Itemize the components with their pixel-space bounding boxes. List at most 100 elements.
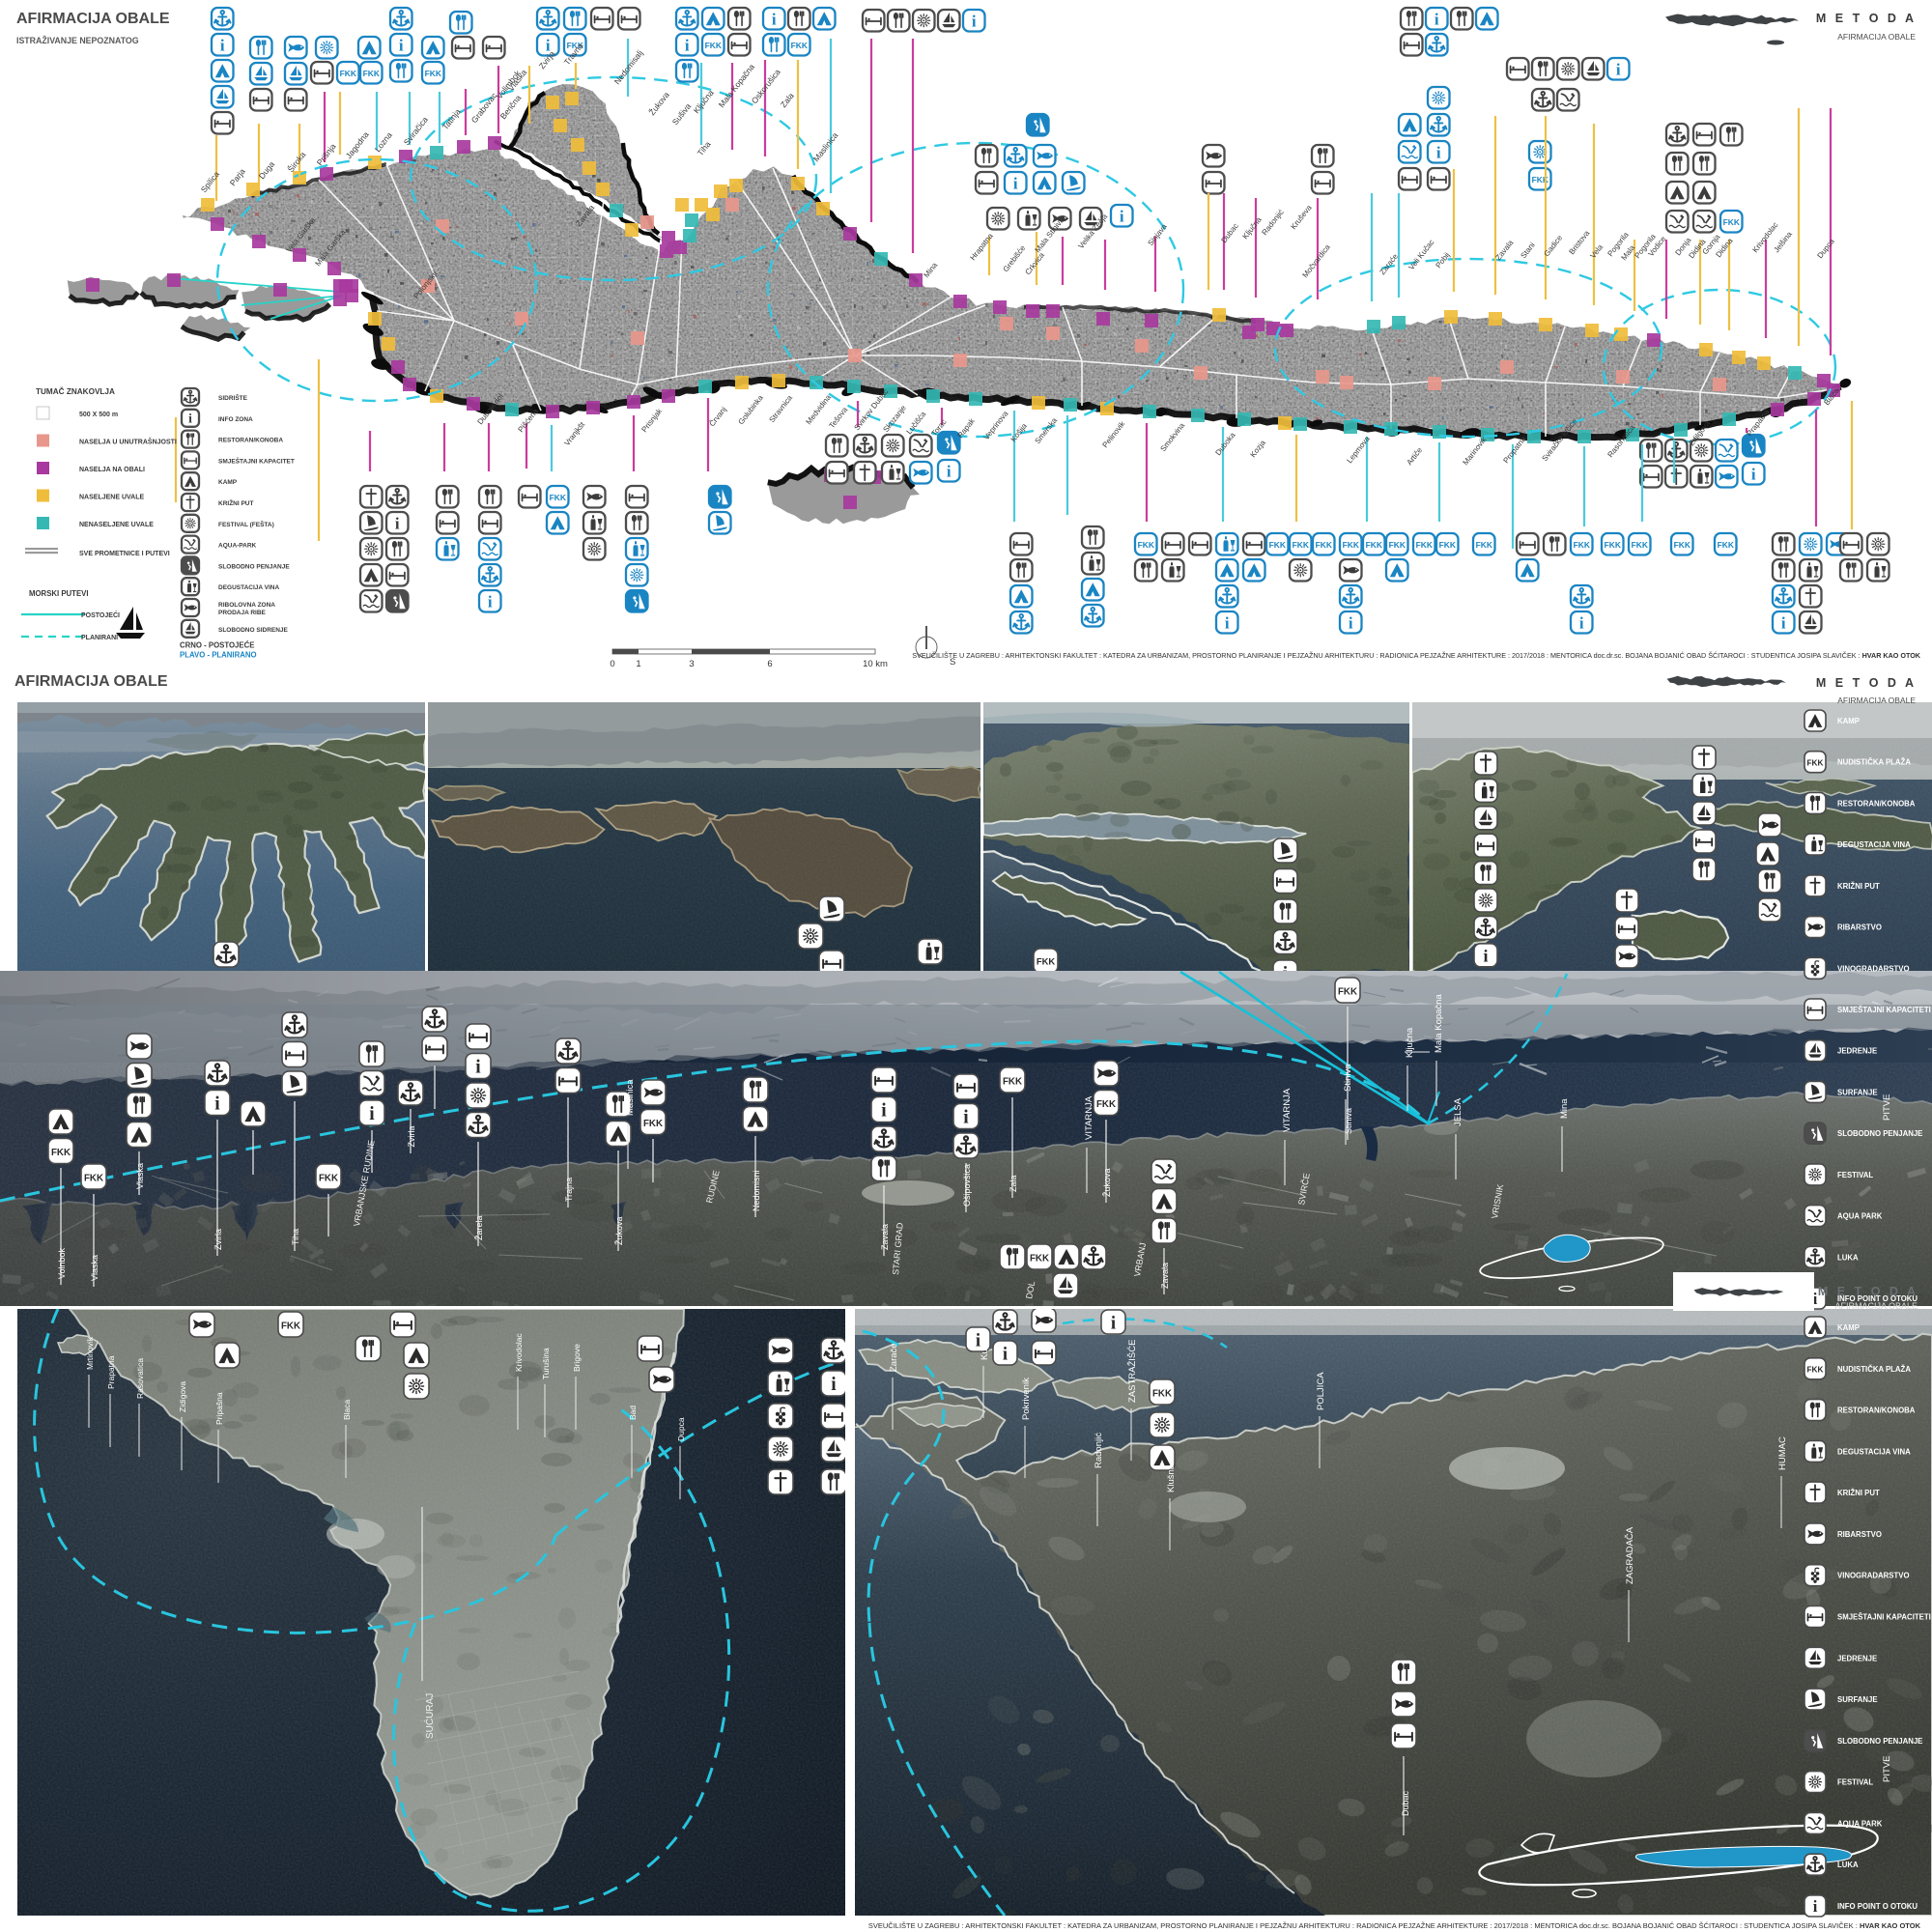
svg-text:SMJEŠTAJNI KAPACITETI: SMJEŠTAJNI KAPACITETI [1837, 1006, 1931, 1014]
svg-text:Rasovatica: Rasovatica [135, 1358, 145, 1399]
svg-text:Bad: Bad [628, 1406, 638, 1420]
svg-text:Radonjić: Radonjić [1094, 1433, 1104, 1468]
svg-text:ISTRAŽIVANJE NEPOZNATOG: ISTRAŽIVANJE NEPOZNATOG [16, 35, 139, 45]
svg-text:INFO ZONA: INFO ZONA [218, 416, 253, 423]
svg-text:LUKA: LUKA [1837, 1861, 1859, 1869]
svg-text:6: 6 [767, 659, 772, 669]
svg-text:SVEUČILIŠTE U ZAGREBU : ARHITE: SVEUČILIŠTE U ZAGREBU : ARHITEKTONSKI FA… [912, 651, 1921, 660]
svg-text:3: 3 [689, 659, 694, 669]
svg-text:RESTORAN/KONOBA: RESTORAN/KONOBA [1837, 799, 1916, 808]
svg-text:KAMP: KAMP [1837, 1323, 1860, 1332]
svg-text:DEGUSTACIJA VINA: DEGUSTACIJA VINA [218, 584, 280, 591]
svg-text:Zvirla: Zvirla [407, 1126, 416, 1148]
svg-text:ZASTRAŽIŠĆE: ZASTRAŽIŠĆE [1127, 1340, 1138, 1403]
svg-text:Mala Kopačna: Mala Kopačna [1434, 994, 1444, 1053]
svg-text:TUMAČ ZNAKOVLJA: TUMAČ ZNAKOVLJA [36, 385, 115, 396]
svg-text:FESTIVAL: FESTIVAL [1837, 1778, 1873, 1787]
svg-text:HUMAC: HUMAC [1777, 1436, 1788, 1470]
svg-text:INFO POINT O OTOKU: INFO POINT O OTOKU [1837, 1294, 1918, 1303]
svg-text:JEDRENJE: JEDRENJE [1837, 1654, 1877, 1662]
svg-text:DOL: DOL [1024, 1280, 1037, 1299]
svg-text:Brigove: Brigove [572, 1344, 582, 1372]
svg-text:Volnbok: Volnbok [57, 1247, 67, 1279]
svg-text:JELSA: JELSA [1453, 1097, 1463, 1126]
svg-text:AFIRMACIJA OBALE: AFIRMACIJA OBALE [16, 11, 170, 27]
svg-text:AFIRMACIJA OBALE: AFIRMACIJA OBALE [1837, 696, 1916, 705]
svg-text:PLAVO - PLANIRANO: PLAVO - PLANIRANO [180, 651, 257, 660]
svg-text:Žukova: Žukova [1102, 1168, 1112, 1197]
svg-text:RIBARSTVO: RIBARSTVO [1837, 1530, 1882, 1539]
svg-text:KRIŽNI PUT: KRIŽNI PUT [1837, 882, 1880, 891]
svg-text:NENASELJENE UVALE: NENASELJENE UVALE [79, 522, 154, 528]
svg-text:Zavala: Zavala [880, 1224, 890, 1250]
svg-text:KAMP: KAMP [1837, 717, 1860, 725]
svg-text:0: 0 [610, 659, 614, 669]
svg-text:JEDRENJE: JEDRENJE [1837, 1047, 1877, 1056]
svg-text:M E T O D A: M E T O D A [1816, 676, 1917, 690]
svg-text:Pokrivenik: Pokrivenik [1021, 1378, 1032, 1420]
svg-text:LUKA: LUKA [1837, 1253, 1859, 1262]
svg-text:SVEUČILIŠTE U ZAGREBU : ARHITE: SVEUČILIŠTE U ZAGREBU : ARHITEKTONSKI FA… [868, 1921, 1921, 1930]
svg-text:CRNO - POSTOJEĆE: CRNO - POSTOJEĆE [180, 641, 254, 650]
svg-text:DEGUSTACIJA VINA: DEGUSTACIJA VINA [1837, 1447, 1911, 1456]
svg-text:Ključna: Ključna [1405, 1027, 1415, 1058]
svg-text:SVE PROMETNICE I PUTEVI: SVE PROMETNICE I PUTEVI [79, 551, 170, 557]
svg-text:VINOGRADARSTVO: VINOGRADARSTVO [1837, 964, 1910, 973]
svg-text:NASELJENE UVALE: NASELJENE UVALE [79, 495, 144, 501]
svg-text:Pripašna: Pripašna [214, 1392, 224, 1425]
svg-text:Tiha: Tiha [291, 1229, 300, 1245]
svg-text:VITARNJA: VITARNJA [1282, 1088, 1293, 1132]
svg-text:FESTIVAL: FESTIVAL [1837, 1171, 1873, 1179]
svg-text:Zala: Zala [1009, 1175, 1018, 1192]
svg-text:NASELJA NA OBALI: NASELJA NA OBALI [79, 467, 145, 473]
svg-text:Vlaska: Vlaska [135, 1163, 145, 1189]
svg-text:RIBARSTVO: RIBARSTVO [1837, 923, 1882, 932]
svg-text:10 km: 10 km [863, 659, 888, 669]
svg-text:Žukova: Žukova [614, 1216, 624, 1245]
svg-text:AQUA-PARK: AQUA-PARK [218, 543, 257, 550]
svg-text:MORSKI PUTEVI: MORSKI PUTEVI [29, 589, 89, 598]
svg-text:Zidigova: Zidigova [178, 1381, 187, 1412]
svg-text:Ošipovšica: Ošipovšica [962, 1164, 972, 1207]
svg-text:PLANIRANI: PLANIRANI [81, 635, 118, 641]
svg-text:SLOBODNO PENJANJE: SLOBODNO PENJANJE [218, 563, 290, 570]
svg-text:INFO POINT O OTOKU: INFO POINT O OTOKU [1837, 1902, 1918, 1911]
svg-text:Kučac: Kučac [980, 1334, 990, 1360]
svg-text:Blaca: Blaca [342, 1399, 352, 1420]
svg-text:SMJEŠTAJNI KAPACITET: SMJEŠTAJNI KAPACITET [218, 456, 295, 465]
svg-text:PRODAJA RIBE: PRODAJA RIBE [218, 610, 267, 616]
svg-text:Stiniva: Stiniva [1344, 1108, 1353, 1134]
svg-text:VINOGRADARSTVO: VINOGRADARSTVO [1837, 1572, 1910, 1580]
svg-text:Mrtinovik: Mrtinovik [85, 1336, 95, 1370]
svg-text:Nedomisni: Nedomisni [752, 1170, 761, 1211]
svg-text:Dupca: Dupca [676, 1417, 686, 1441]
svg-text:ZAGRADAČA: ZAGRADAČA [1625, 1526, 1635, 1584]
svg-text:Zarače: Zarače [889, 1343, 899, 1372]
svg-text:AFIRMACIJA OBALE: AFIRMACIJA OBALE [14, 673, 168, 690]
svg-text:Stiniva: Stiniva [1343, 1064, 1353, 1092]
svg-text:SUĆURAJ: SUĆURAJ [423, 1693, 436, 1739]
svg-text:AQUA PARK: AQUA PARK [1837, 1212, 1883, 1221]
svg-text:STARI GRAD: STARI GRAD [891, 1222, 905, 1276]
svg-text:KAMP: KAMP [218, 479, 238, 486]
svg-text:KRIŽNI PUT: KRIŽNI PUT [1837, 1489, 1880, 1497]
svg-text:AFIRMACIJA OBALE: AFIRMACIJA OBALE [1834, 1301, 1918, 1311]
svg-text:DEGUSTACIJA VINA: DEGUSTACIJA VINA [1837, 840, 1911, 849]
svg-text:POLJICA: POLJICA [1316, 1372, 1326, 1410]
svg-text:Mina: Mina [1559, 1098, 1570, 1119]
svg-text:Klušna: Klušna [1166, 1463, 1177, 1492]
svg-text:500 X 500 m: 500 X 500 m [79, 412, 118, 418]
svg-text:SIDRIŠTE: SIDRIŠTE [218, 393, 248, 402]
svg-text:Žarela: Žarela [474, 1215, 484, 1240]
svg-text:RESTORAN/KONOBA: RESTORAN/KONOBA [1837, 1406, 1916, 1415]
svg-text:NASELJA U UNUTRAŠNJOSTI: NASELJA U UNUTRAŠNJOSTI [79, 438, 177, 446]
svg-text:SLOBODNO PENJANJE: SLOBODNO PENJANJE [1837, 1129, 1922, 1138]
svg-text:M E T O D A: M E T O D A [1818, 1285, 1918, 1298]
svg-text:Zavala: Zavala [1160, 1263, 1170, 1289]
svg-text:RESTORAN/KONOBA: RESTORAN/KONOBA [218, 438, 283, 444]
svg-text:PITVE: PITVE [1882, 1756, 1892, 1782]
svg-text:Prapatna: Prapatna [106, 1355, 116, 1389]
svg-text:M E T O D A: M E T O D A [1816, 12, 1917, 25]
svg-text:Krivodolac: Krivodolac [514, 1333, 524, 1372]
svg-text:Zvirla: Zvirla [213, 1229, 223, 1250]
